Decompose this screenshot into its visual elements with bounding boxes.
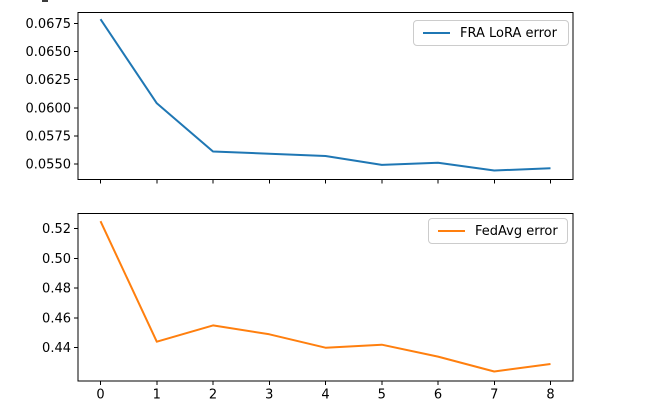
x-tick-label: 3: [265, 388, 273, 403]
legend-label-fra-lora: FRA LoRA error: [460, 25, 557, 41]
clipped-title-fragment: [42, 0, 48, 2]
blue-line-swatch: [423, 32, 450, 34]
x-tick-label: 0: [96, 388, 104, 403]
fra-lora-error-line: [99, 18, 551, 172]
y-tick-label: 0.0675: [26, 17, 72, 32]
y-tick-label: 0.0650: [26, 45, 72, 60]
x-tick-label: 2: [209, 388, 217, 403]
x-tick-label: 1: [153, 388, 161, 403]
x-tick-label: 8: [546, 388, 554, 403]
y-tick-label: 0.0550: [26, 157, 72, 172]
y-tick-label: 0.0575: [26, 129, 72, 144]
y-tick-label: 0.52: [42, 222, 71, 237]
orange-line-swatch: [438, 230, 465, 232]
legend-fedavg-error: FedAvg error: [428, 218, 568, 244]
fedavg-error-line: [99, 220, 551, 373]
x-tick-label: 7: [490, 388, 498, 403]
x-tick-label: 5: [378, 388, 386, 403]
legend-fra-lora-error: FRA LoRA error: [413, 20, 569, 46]
y-tick-label: 0.50: [42, 252, 71, 267]
x-tick-label: 4: [321, 388, 329, 403]
y-tick-label: 0.44: [42, 341, 71, 356]
legend-label-fedavg: FedAvg error: [475, 223, 558, 239]
y-tick-label: 0.48: [42, 282, 71, 297]
x-tick-label: 6: [434, 388, 442, 403]
y-tick-label: 0.0625: [26, 73, 72, 88]
y-tick-label: 0.46: [42, 311, 71, 326]
y-tick-label: 0.0600: [26, 101, 72, 116]
